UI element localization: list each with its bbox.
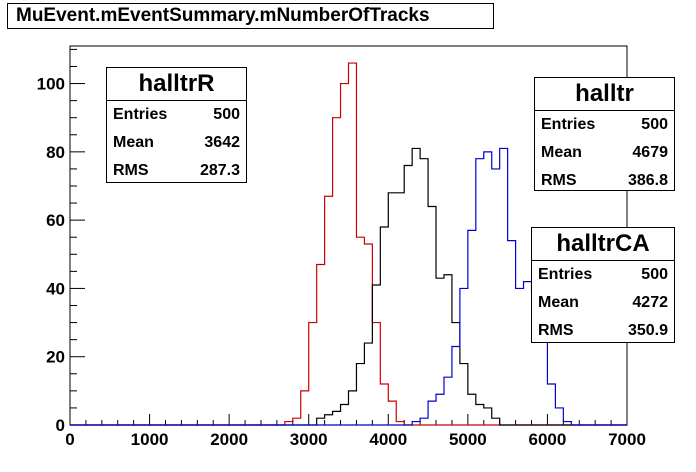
chart-title: MuEvent.mEventSummary.mNumberOfTracks: [7, 3, 494, 29]
stats-row-mean: Mean 4679: [535, 139, 674, 167]
stats-label: Entries: [541, 116, 596, 133]
stats-label: Mean: [113, 134, 154, 151]
stats-value: 500: [641, 266, 668, 283]
y-tick-label: 20: [46, 348, 65, 367]
stats-box-halltrR: halltrR Entries 500 Mean 3642 RMS 287.3: [106, 67, 247, 183]
stats-row-mean: Mean 3642: [107, 129, 246, 157]
stats-row-entries: Entries 500: [107, 101, 246, 129]
stats-row-entries: Entries 500: [535, 111, 674, 139]
x-tick-label: 4000: [369, 430, 407, 449]
stats-value: 4679: [632, 144, 668, 161]
stats-value: 3642: [204, 134, 240, 151]
stats-label: RMS: [113, 162, 149, 179]
stats-value: 4272: [632, 294, 668, 311]
x-tick-label: 2000: [210, 430, 248, 449]
stats-row-rms: RMS 350.9: [532, 317, 674, 345]
stats-value: 500: [641, 116, 668, 133]
stats-row-mean: Mean 4272: [532, 289, 674, 317]
y-tick-label: 80: [46, 143, 65, 162]
stats-label: Entries: [538, 266, 593, 283]
stats-title: halltrCA: [532, 228, 674, 261]
y-tick-label: 40: [46, 279, 65, 298]
x-tick-label: 7000: [608, 430, 646, 449]
stats-row-entries: Entries 500: [532, 261, 674, 289]
stats-title: halltr: [535, 78, 674, 111]
x-tick-label: 0: [65, 430, 74, 449]
x-tick-label: 1000: [131, 430, 169, 449]
stats-title: halltrR: [107, 68, 246, 101]
stats-value: 386.8: [627, 172, 668, 189]
stats-label: Entries: [113, 106, 168, 123]
y-tick-label: 100: [37, 75, 65, 94]
stats-value: 287.3: [199, 162, 240, 179]
tick-labels: 0 1000 2000 3000 4000 5000 6000 7000 0 20 40 60 80 10…: [37, 75, 646, 449]
stats-value: 500: [213, 106, 240, 123]
stats-label: Mean: [541, 144, 582, 161]
stats-label: Mean: [538, 294, 579, 311]
y-tick-label: 60: [46, 211, 65, 230]
stats-box-halltr: halltr Entries 500 Mean 4679 RMS 386.8: [534, 77, 675, 191]
y-tick-label: 0: [56, 416, 65, 435]
stats-label: RMS: [541, 172, 577, 189]
x-tick-label: 5000: [449, 430, 487, 449]
axis-ticks: [69, 48, 628, 426]
stats-box-halltrCA: halltrCA Entries 500 Mean 4272 RMS 350.9: [531, 227, 675, 343]
x-tick-label: 6000: [529, 430, 567, 449]
stats-value: 350.9: [627, 322, 668, 339]
stats-row-rms: RMS 287.3: [107, 157, 246, 185]
x-tick-label: 3000: [290, 430, 328, 449]
stats-label: RMS: [538, 322, 574, 339]
stats-row-rms: RMS 386.8: [535, 167, 674, 195]
